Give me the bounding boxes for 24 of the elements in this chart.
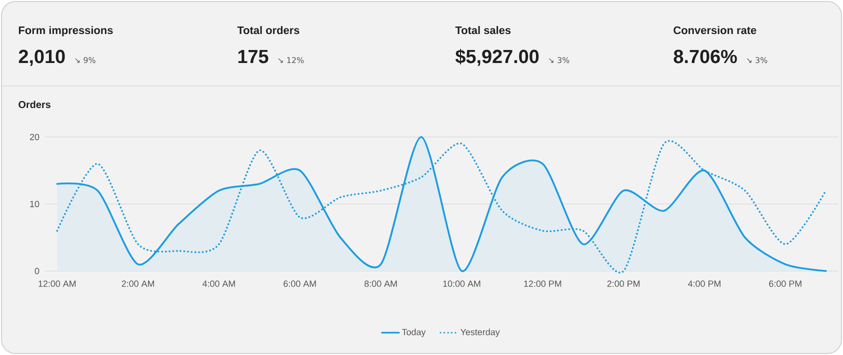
x-tick-label: 6:00 PM [769,280,802,287]
x-tick-label: 8:00 AM [364,280,397,287]
x-tick-label: 4:00 AM [202,280,235,287]
text: Conversion rate [674,26,756,34]
y-tick-label: 10 [30,200,40,208]
y-tick-label: 0 [34,268,40,274]
x-tick-label: 2:00 AM [122,280,154,287]
text: Total orders [237,26,300,34]
y-tick-label: 20 [30,134,40,140]
text: 2,010 [18,50,65,66]
x-tick-label: 10:00 AM [443,280,480,287]
text: 175 [238,50,268,64]
legend-label: Yesterday [460,328,500,337]
legend-label: Today [402,328,426,337]
x-tick-label: 4:00 PM [688,280,720,287]
x-tick-label: 6:00 AM [284,280,316,287]
x-tick-label: 12:00 PM [524,280,562,287]
text: Form impressions [18,26,113,36]
text: Total sales [455,26,511,34]
x-tick-label: 2:00 PM [607,280,640,287]
text: $5,927.00 [455,48,539,66]
x-tick-label: 12:00 AM [38,280,76,287]
text: 8.706% [674,50,737,64]
chart-title: Orders [18,100,50,108]
